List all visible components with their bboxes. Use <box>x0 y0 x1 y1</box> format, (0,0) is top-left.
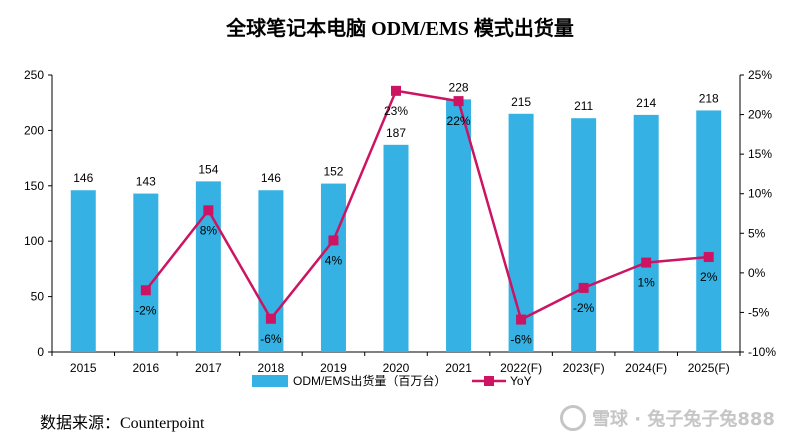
bar <box>571 118 597 352</box>
y-right-tick-label: 20% <box>748 108 772 122</box>
bar <box>133 193 159 352</box>
yoy-value-label: -6% <box>260 332 282 346</box>
bar-value-label: 154 <box>198 162 218 176</box>
x-tick-label: 2023(F) <box>563 361 605 375</box>
y-left-tick-label: 100 <box>24 234 44 248</box>
y-right-tick-label: 10% <box>748 187 772 201</box>
y-left-tick-label: 150 <box>24 179 44 193</box>
source-note: 数据来源：Counterpoint <box>40 415 205 432</box>
chart-title: 全球笔记本电脑 ODM/EMS 模式出货量 <box>226 18 574 40</box>
bar-value-label: 187 <box>386 126 406 140</box>
legend-marker-line <box>484 376 494 386</box>
y-right-tick-label: 25% <box>748 68 772 82</box>
watermark-text: 雪球 · 兔子兔子兔888 <box>592 409 775 430</box>
bar <box>633 114 659 352</box>
y-left-tick-label: 0 <box>37 345 44 359</box>
yoy-marker <box>203 205 214 216</box>
bar <box>446 99 472 352</box>
bar-value-label: 214 <box>636 96 656 110</box>
yoy-value-label: -6% <box>510 333 532 347</box>
yoy-value-label: 4% <box>325 253 343 267</box>
yoy-value-label: 2% <box>700 270 718 284</box>
x-tick-label: 2015 <box>70 361 97 375</box>
yoy-marker <box>328 235 339 246</box>
x-tick-label: 2018 <box>258 361 285 375</box>
yoy-value-label: 8% <box>200 223 218 237</box>
x-tick-label: 2020 <box>383 361 410 375</box>
bar-value-label: 146 <box>261 171 281 185</box>
bar <box>320 183 346 352</box>
yoy-marker <box>516 314 527 325</box>
bar <box>696 110 722 353</box>
legend-label-bar: ODM/EMS出货量（百万台） <box>293 373 446 388</box>
yoy-marker <box>140 285 151 296</box>
y-right-tick-label: 0% <box>748 266 766 280</box>
watermark: 雪球 · 兔子兔子兔888 <box>560 398 800 438</box>
bar <box>70 190 96 352</box>
x-tick-label: 2021 <box>445 361 472 375</box>
legend-label-line: YoY <box>510 374 532 388</box>
bar-value-label: 211 <box>574 99 593 113</box>
y-left-tick-label: 200 <box>24 123 44 137</box>
bar-value-label: 152 <box>323 165 343 179</box>
yoy-marker <box>265 313 276 324</box>
y-right-tick-label: 5% <box>748 226 766 240</box>
yoy-marker <box>641 257 652 268</box>
x-tick-label: 2024(F) <box>625 361 667 375</box>
yoy-value-label: -2% <box>135 303 157 317</box>
yoy-marker <box>703 252 714 263</box>
yoy-value-label: 1% <box>638 276 656 290</box>
snowball-logo-icon <box>560 405 586 431</box>
y-right-tick-label: 15% <box>748 147 772 161</box>
x-tick-label: 2017 <box>195 361 222 375</box>
y-left-tick-label: 250 <box>24 68 44 82</box>
yoy-marker <box>453 96 464 107</box>
legend-swatch-bar <box>252 375 288 387</box>
yoy-value-label: 23% <box>384 104 408 118</box>
yoy-marker <box>391 85 401 96</box>
bar-value-label: 143 <box>136 175 156 189</box>
x-tick-label: 2025(F) <box>688 361 730 375</box>
yoy-value-label: -2% <box>573 301 595 315</box>
x-tick-label: 2022(F) <box>500 361 542 375</box>
bar <box>383 144 409 352</box>
yoy-line <box>144 89 709 322</box>
y-right-tick-label: -10% <box>748 345 776 359</box>
x-tick-label: 2019 <box>320 361 347 375</box>
bar <box>258 190 284 352</box>
bar-value-label: 146 <box>73 171 93 185</box>
x-tick-label: 2016 <box>132 361 159 375</box>
bar <box>508 113 534 352</box>
bar-value-label: 228 <box>449 80 469 94</box>
bar-value-label: 215 <box>511 95 531 109</box>
y-right-tick-label: -5% <box>748 305 770 319</box>
yoy-marker <box>578 282 589 293</box>
y-left-tick-label: 50 <box>31 290 45 304</box>
bar-value-label: 218 <box>699 91 719 105</box>
yoy-value-label: 22% <box>447 114 471 128</box>
